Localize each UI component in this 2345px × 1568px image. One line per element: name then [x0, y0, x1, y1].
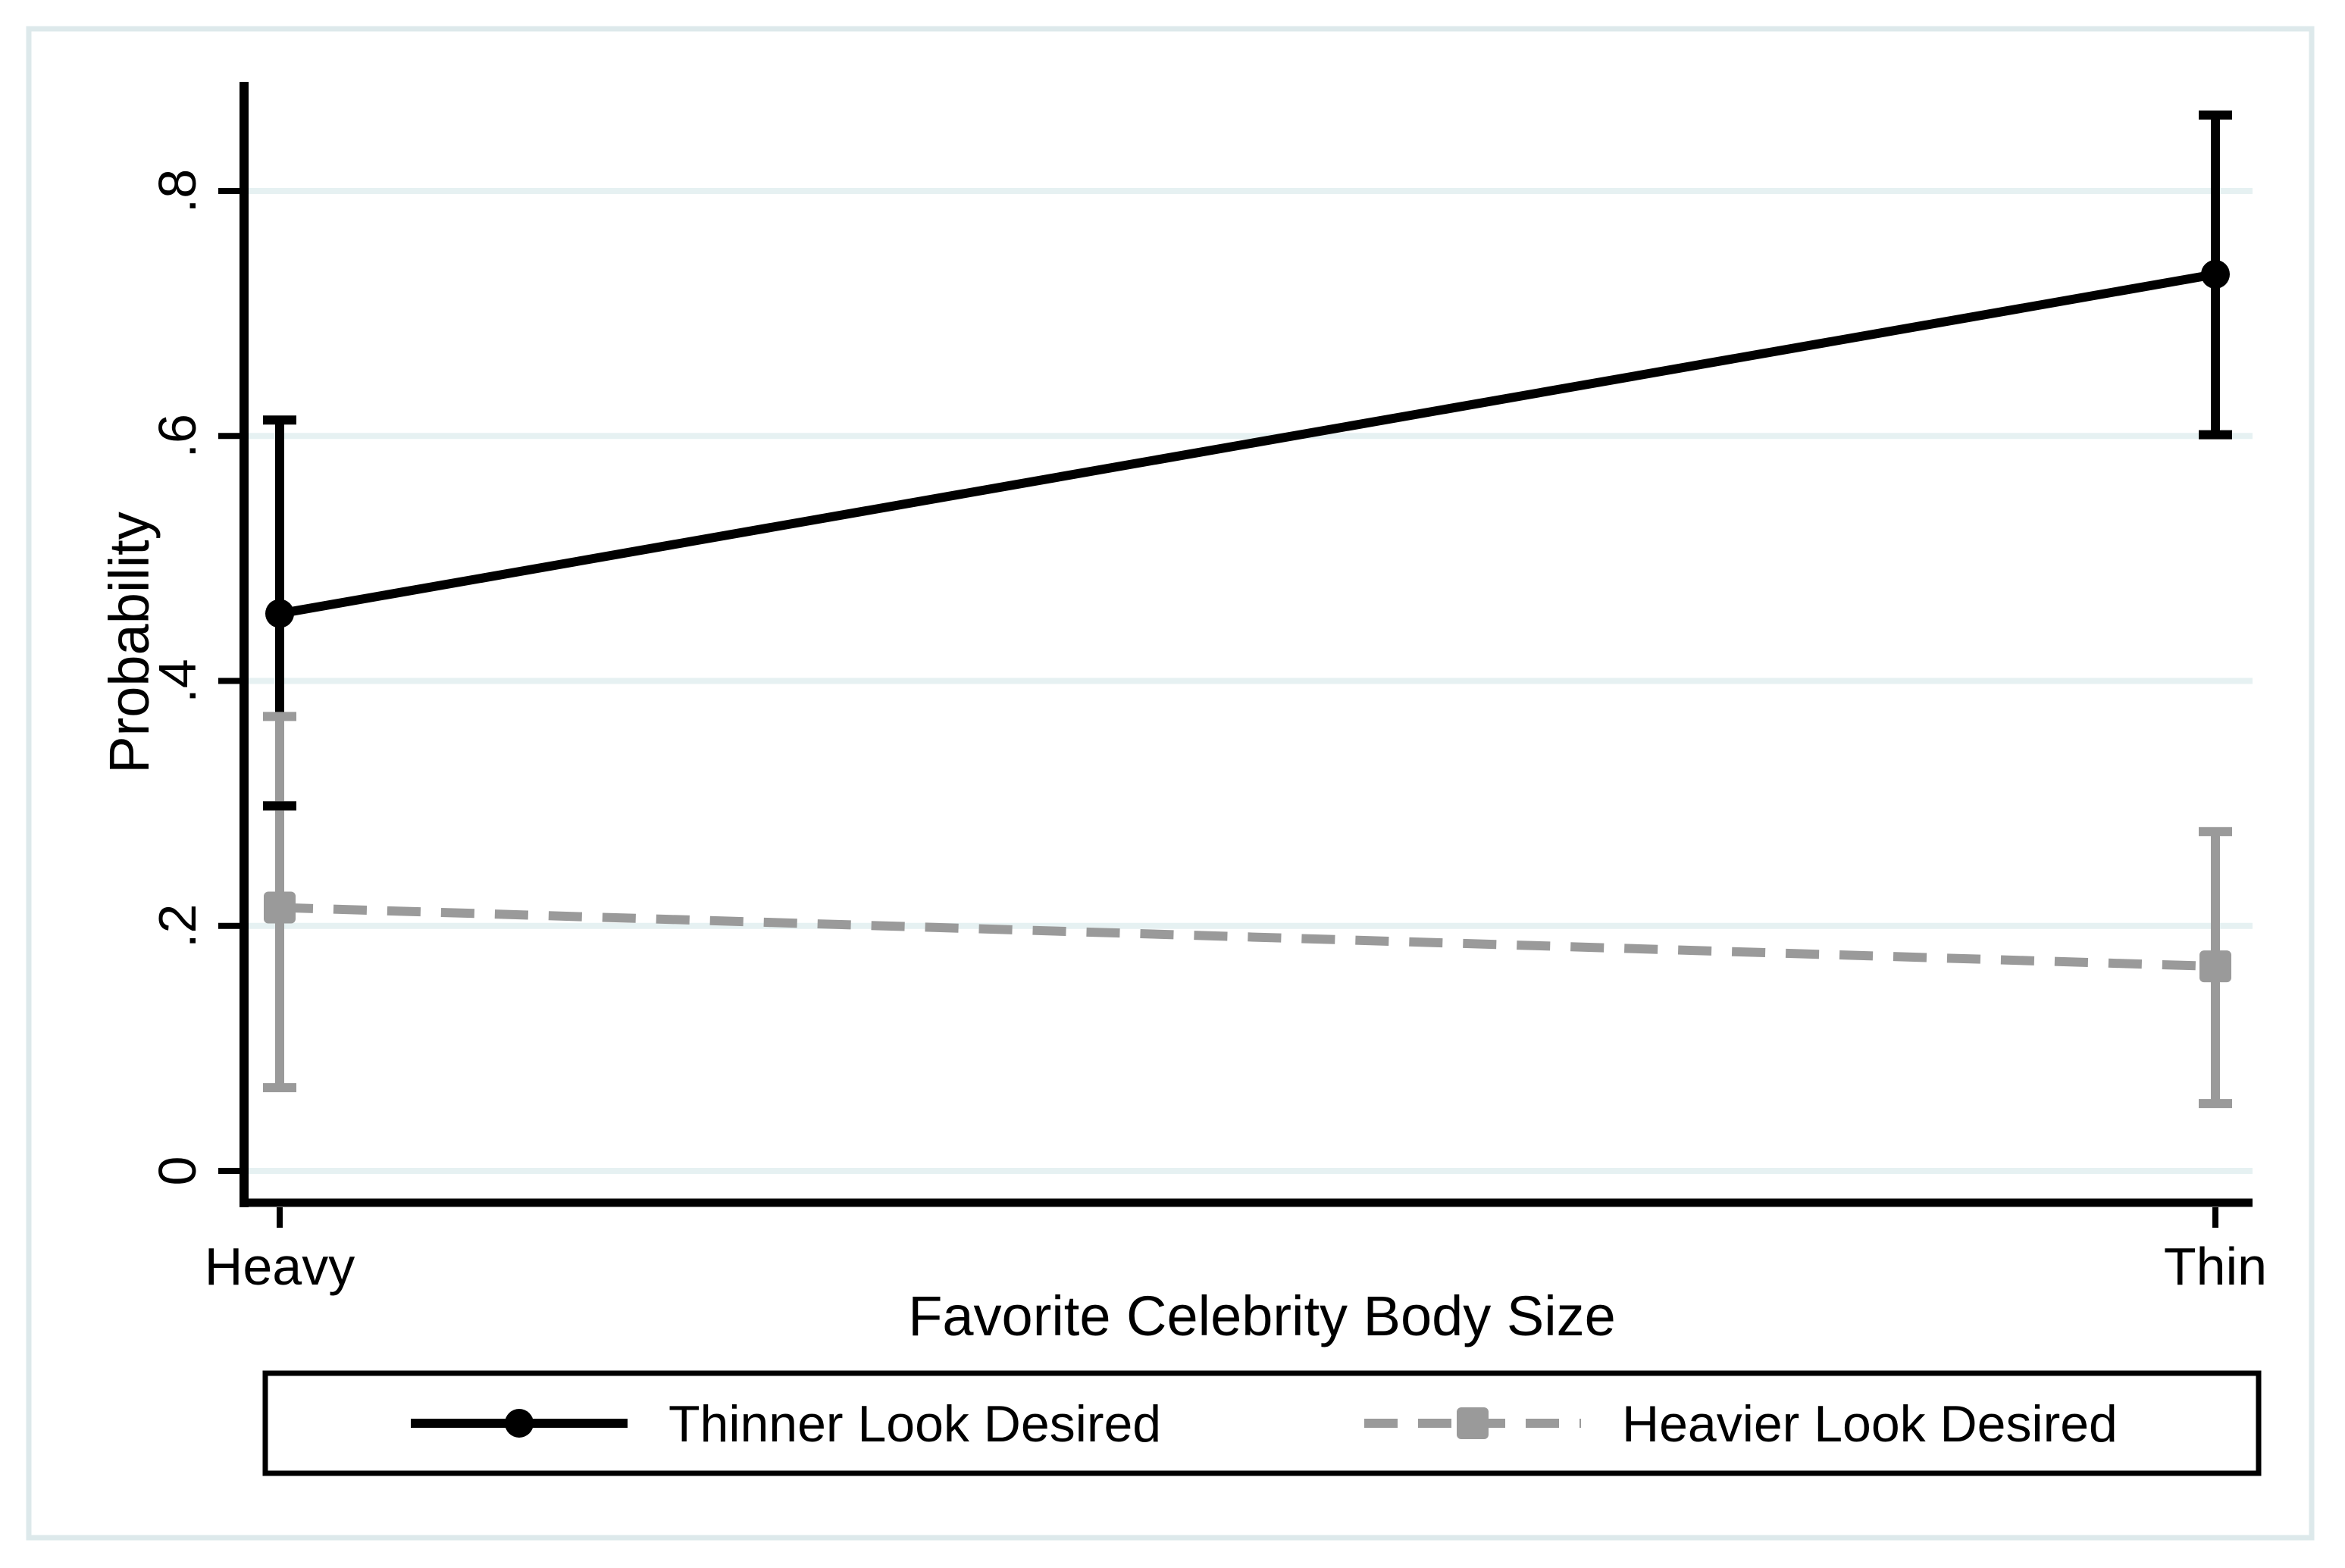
figure-border — [26, 26, 2315, 1541]
legend-label-heavier: Heavier Look Desired — [1622, 1395, 2118, 1453]
legend-label-thinner: Thinner Look Desired — [668, 1395, 1161, 1453]
legend-circle-marker — [505, 1409, 534, 1438]
y-tick-label: .4 — [148, 659, 207, 703]
legend-sample-heavier — [1364, 1407, 1581, 1439]
x-axis-ticks — [277, 1207, 2218, 1228]
x-axis-title: Favorite Celebrity Body Size — [908, 1285, 1616, 1347]
x-tick-label: Heavy — [205, 1237, 355, 1296]
y-tick-label: 0 — [148, 1156, 207, 1186]
y-axis-title: Probability — [98, 512, 161, 774]
y-tick-label: .8 — [148, 169, 207, 213]
data-point-marker — [264, 891, 296, 924]
data-point-marker — [2199, 950, 2231, 983]
x-axis-tick-labels: Heavy Thin — [205, 1237, 2267, 1296]
y-axis-tick-labels: 0 .2 .4 .6 .8 — [148, 169, 207, 1186]
legend-square-marker — [1457, 1407, 1489, 1439]
x-tick-label: Thin — [2164, 1237, 2267, 1296]
y-axis-ticks — [218, 188, 244, 1174]
series-line-0 — [278, 269, 2217, 618]
legend: Thinner Look Desired Heavier Look Desire… — [262, 1370, 2262, 1476]
y-tick-label: .2 — [148, 904, 207, 948]
y-tick-label: .6 — [148, 414, 207, 458]
plot-series — [263, 110, 2232, 1109]
axes: 0 .2 .4 .6 .8 Heavy Thin — [148, 82, 2267, 1296]
gridlines — [244, 188, 2253, 1174]
data-point-marker — [2201, 259, 2230, 289]
legend-sample-thinner — [411, 1409, 628, 1438]
data-point-marker — [265, 599, 294, 628]
